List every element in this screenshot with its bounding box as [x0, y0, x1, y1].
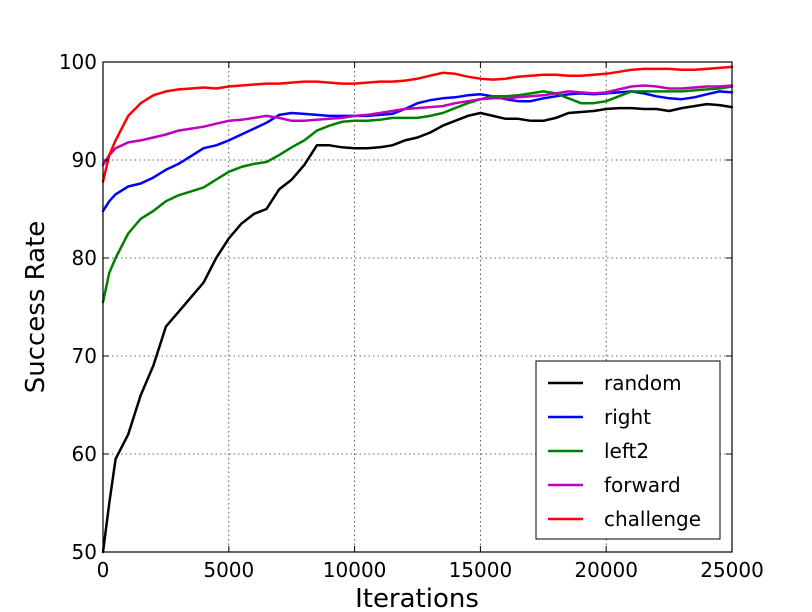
series-group [101, 65, 734, 554]
series-line-challenge [101, 65, 734, 183]
tick-labels: 0 5000 10000 15000 20000 25000 50 60 70 80 90 100 [59, 50, 764, 582]
grid-lines [103, 62, 732, 552]
x-tick-label: 5000 [203, 558, 254, 582]
plot-frame [102, 61, 733, 553]
series-line-left2 [101, 85, 734, 304]
legend-label-random: random [604, 371, 682, 395]
x-tick-label: 15000 [449, 558, 513, 582]
tick-marks [102, 61, 733, 553]
x-tick-label: 0 [97, 558, 110, 582]
x-tick-label: 10000 [323, 558, 387, 582]
legend-label-left2: left2 [604, 439, 649, 463]
legend-label-forward: forward [604, 473, 681, 497]
x-tick-label: 25000 [700, 558, 764, 582]
y-tick-label: 100 [59, 50, 97, 74]
y-tick-label: 90 [72, 148, 97, 172]
series-line-forward [101, 84, 734, 167]
series-line-right [101, 90, 734, 213]
y-tick-label: 80 [72, 246, 97, 270]
series-line-random [101, 102, 734, 554]
y-axis-title: Success Rate [21, 221, 51, 394]
y-tick-label: 50 [72, 540, 97, 564]
x-tick-label: 20000 [574, 558, 638, 582]
legend: random right left2 forward challenge [535, 360, 721, 540]
x-axis-title: Iterations [355, 584, 479, 612]
legend-label-challenge: challenge [604, 507, 701, 531]
y-tick-label: 70 [72, 344, 97, 368]
y-tick-label: 60 [72, 442, 97, 466]
legend-label-right: right [604, 405, 651, 429]
